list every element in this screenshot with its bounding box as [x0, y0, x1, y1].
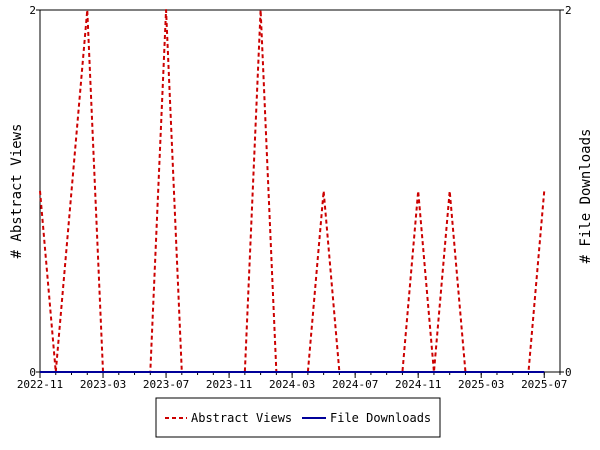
x-tick-label: 2025-03 [458, 378, 504, 391]
legend-label-file-downloads: File Downloads [330, 411, 431, 425]
plot-frame [39, 9, 561, 373]
x-tick-label: 2024-11 [395, 378, 441, 391]
legend-box [155, 397, 441, 438]
series-line-abstract-views [39, 9, 546, 373]
x-tick-label: 2023-07 [143, 378, 189, 391]
legend: Abstract Views File Downloads [155, 397, 441, 438]
x-tick-label: 2024-03 [269, 378, 315, 391]
series-lines [39, 9, 546, 373]
y-left-tick-label: 0 [29, 366, 36, 379]
x-tick-label: 2022-11 [17, 378, 63, 391]
x-tick-label: 2025-07 [521, 378, 567, 391]
x-tick-label: 2023-03 [80, 378, 126, 391]
x-tick-label: 2024-07 [332, 378, 378, 391]
y-right-tick-label: 2 [565, 4, 572, 17]
y-right-ticks: 02 [560, 4, 572, 379]
y-axis-left-title: # Abstract Views [9, 124, 25, 259]
y-left-tick-label: 2 [29, 4, 36, 17]
y-axis-right-title: # File Downloads [578, 129, 594, 264]
x-tick-label: 2023-11 [206, 378, 252, 391]
legend-label-abstract-views: Abstract Views [191, 411, 292, 425]
x-tick-labels: 2022-11 2023-03 2023-07 2023-11 2024-03 2024-… [17, 372, 567, 391]
y-right-tick-label: 0 [565, 366, 572, 379]
y-left-ticks: 02 [29, 4, 40, 379]
